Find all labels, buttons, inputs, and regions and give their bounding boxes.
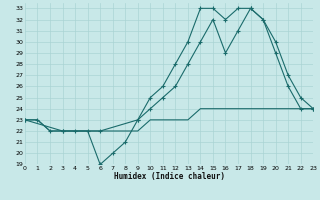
X-axis label: Humidex (Indice chaleur): Humidex (Indice chaleur) (114, 172, 225, 181)
